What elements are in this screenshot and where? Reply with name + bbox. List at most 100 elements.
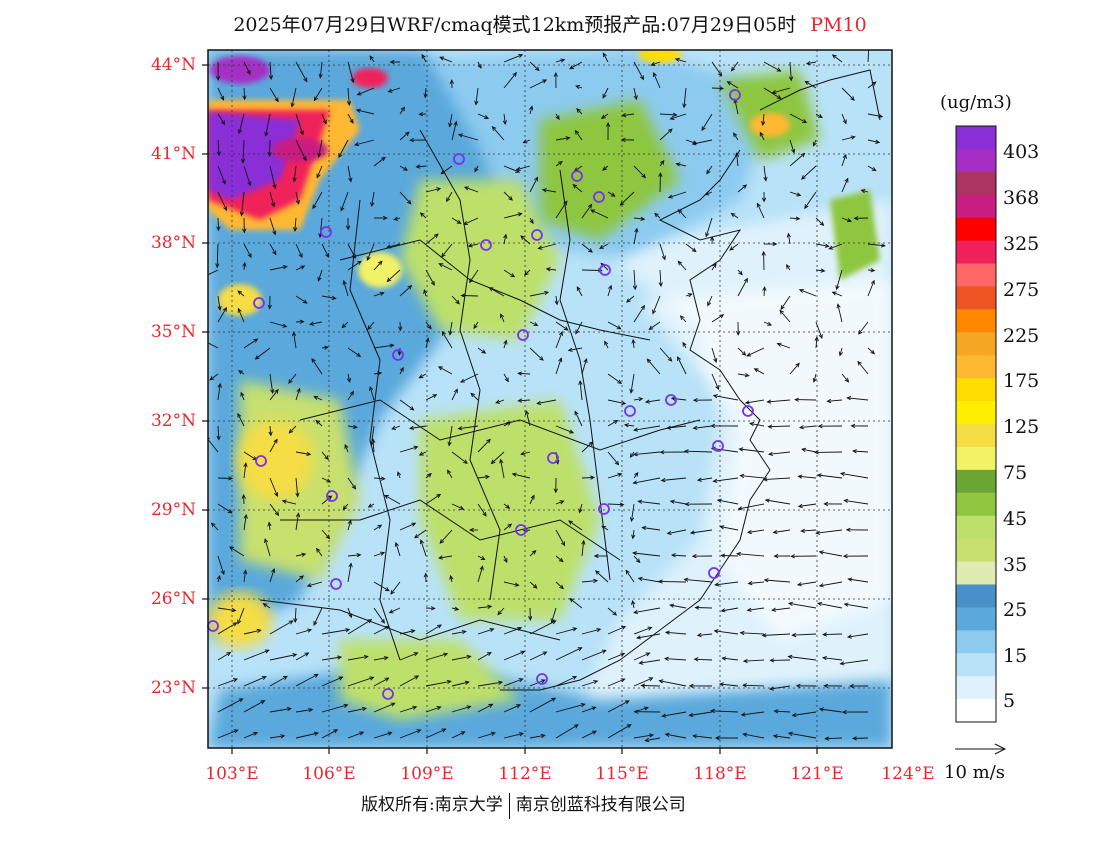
wind-arrow-head (800, 528, 806, 534)
wind-arrow (736, 153, 739, 167)
wind-arrow-head (616, 325, 622, 330)
wind-arrow-head (242, 261, 247, 267)
wind-arrow (463, 217, 479, 225)
wind-arrow (321, 529, 330, 539)
wind-arrow (858, 321, 869, 335)
lon-label: 106°E (302, 764, 356, 784)
wind-arrow-head (824, 736, 830, 741)
wind-arrow (409, 425, 427, 429)
wind-arrow-head (620, 678, 626, 683)
wind-arrow-head (537, 245, 543, 250)
wind-arrow-head (333, 729, 339, 734)
wind-arrow (654, 213, 661, 219)
wind-arrow (705, 191, 713, 196)
wind-arrow (537, 399, 557, 405)
wind-arrow (369, 55, 375, 63)
wind-arrow (711, 87, 724, 89)
wind-arrow-head (568, 520, 573, 525)
wind-arrow (368, 503, 375, 508)
wind-arrow-head (575, 84, 581, 90)
wind-arrow-head (346, 101, 352, 106)
wind-arrow (347, 676, 374, 687)
wind-arrow (295, 674, 319, 687)
wind-arrow (839, 347, 843, 356)
wind-arrow (667, 425, 687, 429)
wind-arrow (373, 157, 386, 167)
wind-arrow-head (469, 278, 474, 284)
wind-arrow (295, 451, 311, 455)
wind-arrow (373, 677, 389, 687)
wind-arrow (448, 425, 453, 446)
wind-arrow (451, 630, 466, 635)
wind-arrow (477, 605, 492, 609)
wind-arrow-head (871, 81, 877, 86)
wind-arrow (474, 165, 479, 172)
wind-arrow-head (572, 184, 578, 189)
wind-arrow-head (621, 113, 627, 118)
wind-arrow (867, 113, 883, 118)
map-title: 2025年07月29日WRF/cmaq模式12km预报产品:07月29日05时 P… (0, 10, 1100, 37)
wind-arrow-head (282, 264, 288, 270)
colorbar-segment (956, 286, 996, 310)
wind-arrow-head (674, 57, 680, 62)
wind-arrow-head (500, 313, 504, 319)
wind-arrow-head (529, 219, 534, 225)
wind-arrow-head (529, 105, 534, 111)
wind-arrow-head (851, 736, 857, 741)
wind-arrow (630, 373, 635, 393)
wind-arrow-head (226, 651, 232, 657)
wind-arrow (321, 451, 329, 460)
colorbar-segment (956, 446, 996, 471)
wind-arrow-head (742, 184, 748, 189)
wind-arrow (311, 358, 323, 375)
wind-arrow (634, 607, 661, 614)
wind-arrow-head (461, 629, 467, 635)
wind-arrow (529, 61, 540, 71)
wind-arrow-head (646, 358, 652, 364)
wind-arrow-head (367, 325, 372, 331)
wind-arrow (529, 177, 538, 193)
wind-arrow (295, 553, 306, 557)
wind-arrow-head (338, 676, 344, 681)
wind-arrow-head (563, 200, 568, 206)
colorbar-segment (956, 515, 996, 540)
wind-arrow (321, 113, 327, 124)
wind-arrow-head (204, 274, 208, 277)
wind-arrow-head (714, 735, 720, 741)
wind-arrow (601, 113, 609, 119)
wind-arrow-head (553, 488, 559, 494)
wind-arrow-head (692, 734, 697, 739)
wind-arrow-head (661, 255, 666, 261)
wind-arrow (390, 581, 401, 595)
wind-arrow (633, 555, 641, 563)
wind-arrow-head (841, 709, 847, 715)
wind-arrow-head (253, 731, 259, 736)
wind-arrow-head (203, 341, 207, 344)
wind-arrow-head (448, 330, 453, 336)
wind-arrow-head (743, 277, 748, 283)
wind-arrow (451, 681, 469, 687)
wind-arrow-head (772, 734, 778, 739)
wind-arrow (711, 61, 722, 77)
wind-arrow-head (534, 66, 540, 72)
lat-label: 32°N (150, 411, 196, 431)
wind-arrow-head (601, 649, 607, 654)
wind-arrow (711, 314, 724, 323)
wind-arrow (399, 165, 408, 171)
wind-arrow-head (667, 194, 673, 199)
wind-arrow (867, 165, 876, 171)
wind-arrow (841, 87, 855, 101)
wind-arrow-head (303, 77, 308, 83)
colorbar-segment (956, 171, 996, 196)
wind-arrow-head (295, 512, 301, 518)
wind-arrow (217, 217, 219, 231)
wind-arrow-head (505, 504, 511, 509)
wind-arrow-head (357, 260, 362, 265)
wind-arrow (529, 679, 545, 687)
wind-arrow (319, 61, 323, 78)
wind-arrow-head (664, 732, 670, 737)
wind-arrow-head (228, 476, 234, 481)
wind-arrow-head (490, 731, 496, 736)
wind-arrow-head (813, 450, 819, 455)
wind-arrow-head (762, 286, 767, 291)
